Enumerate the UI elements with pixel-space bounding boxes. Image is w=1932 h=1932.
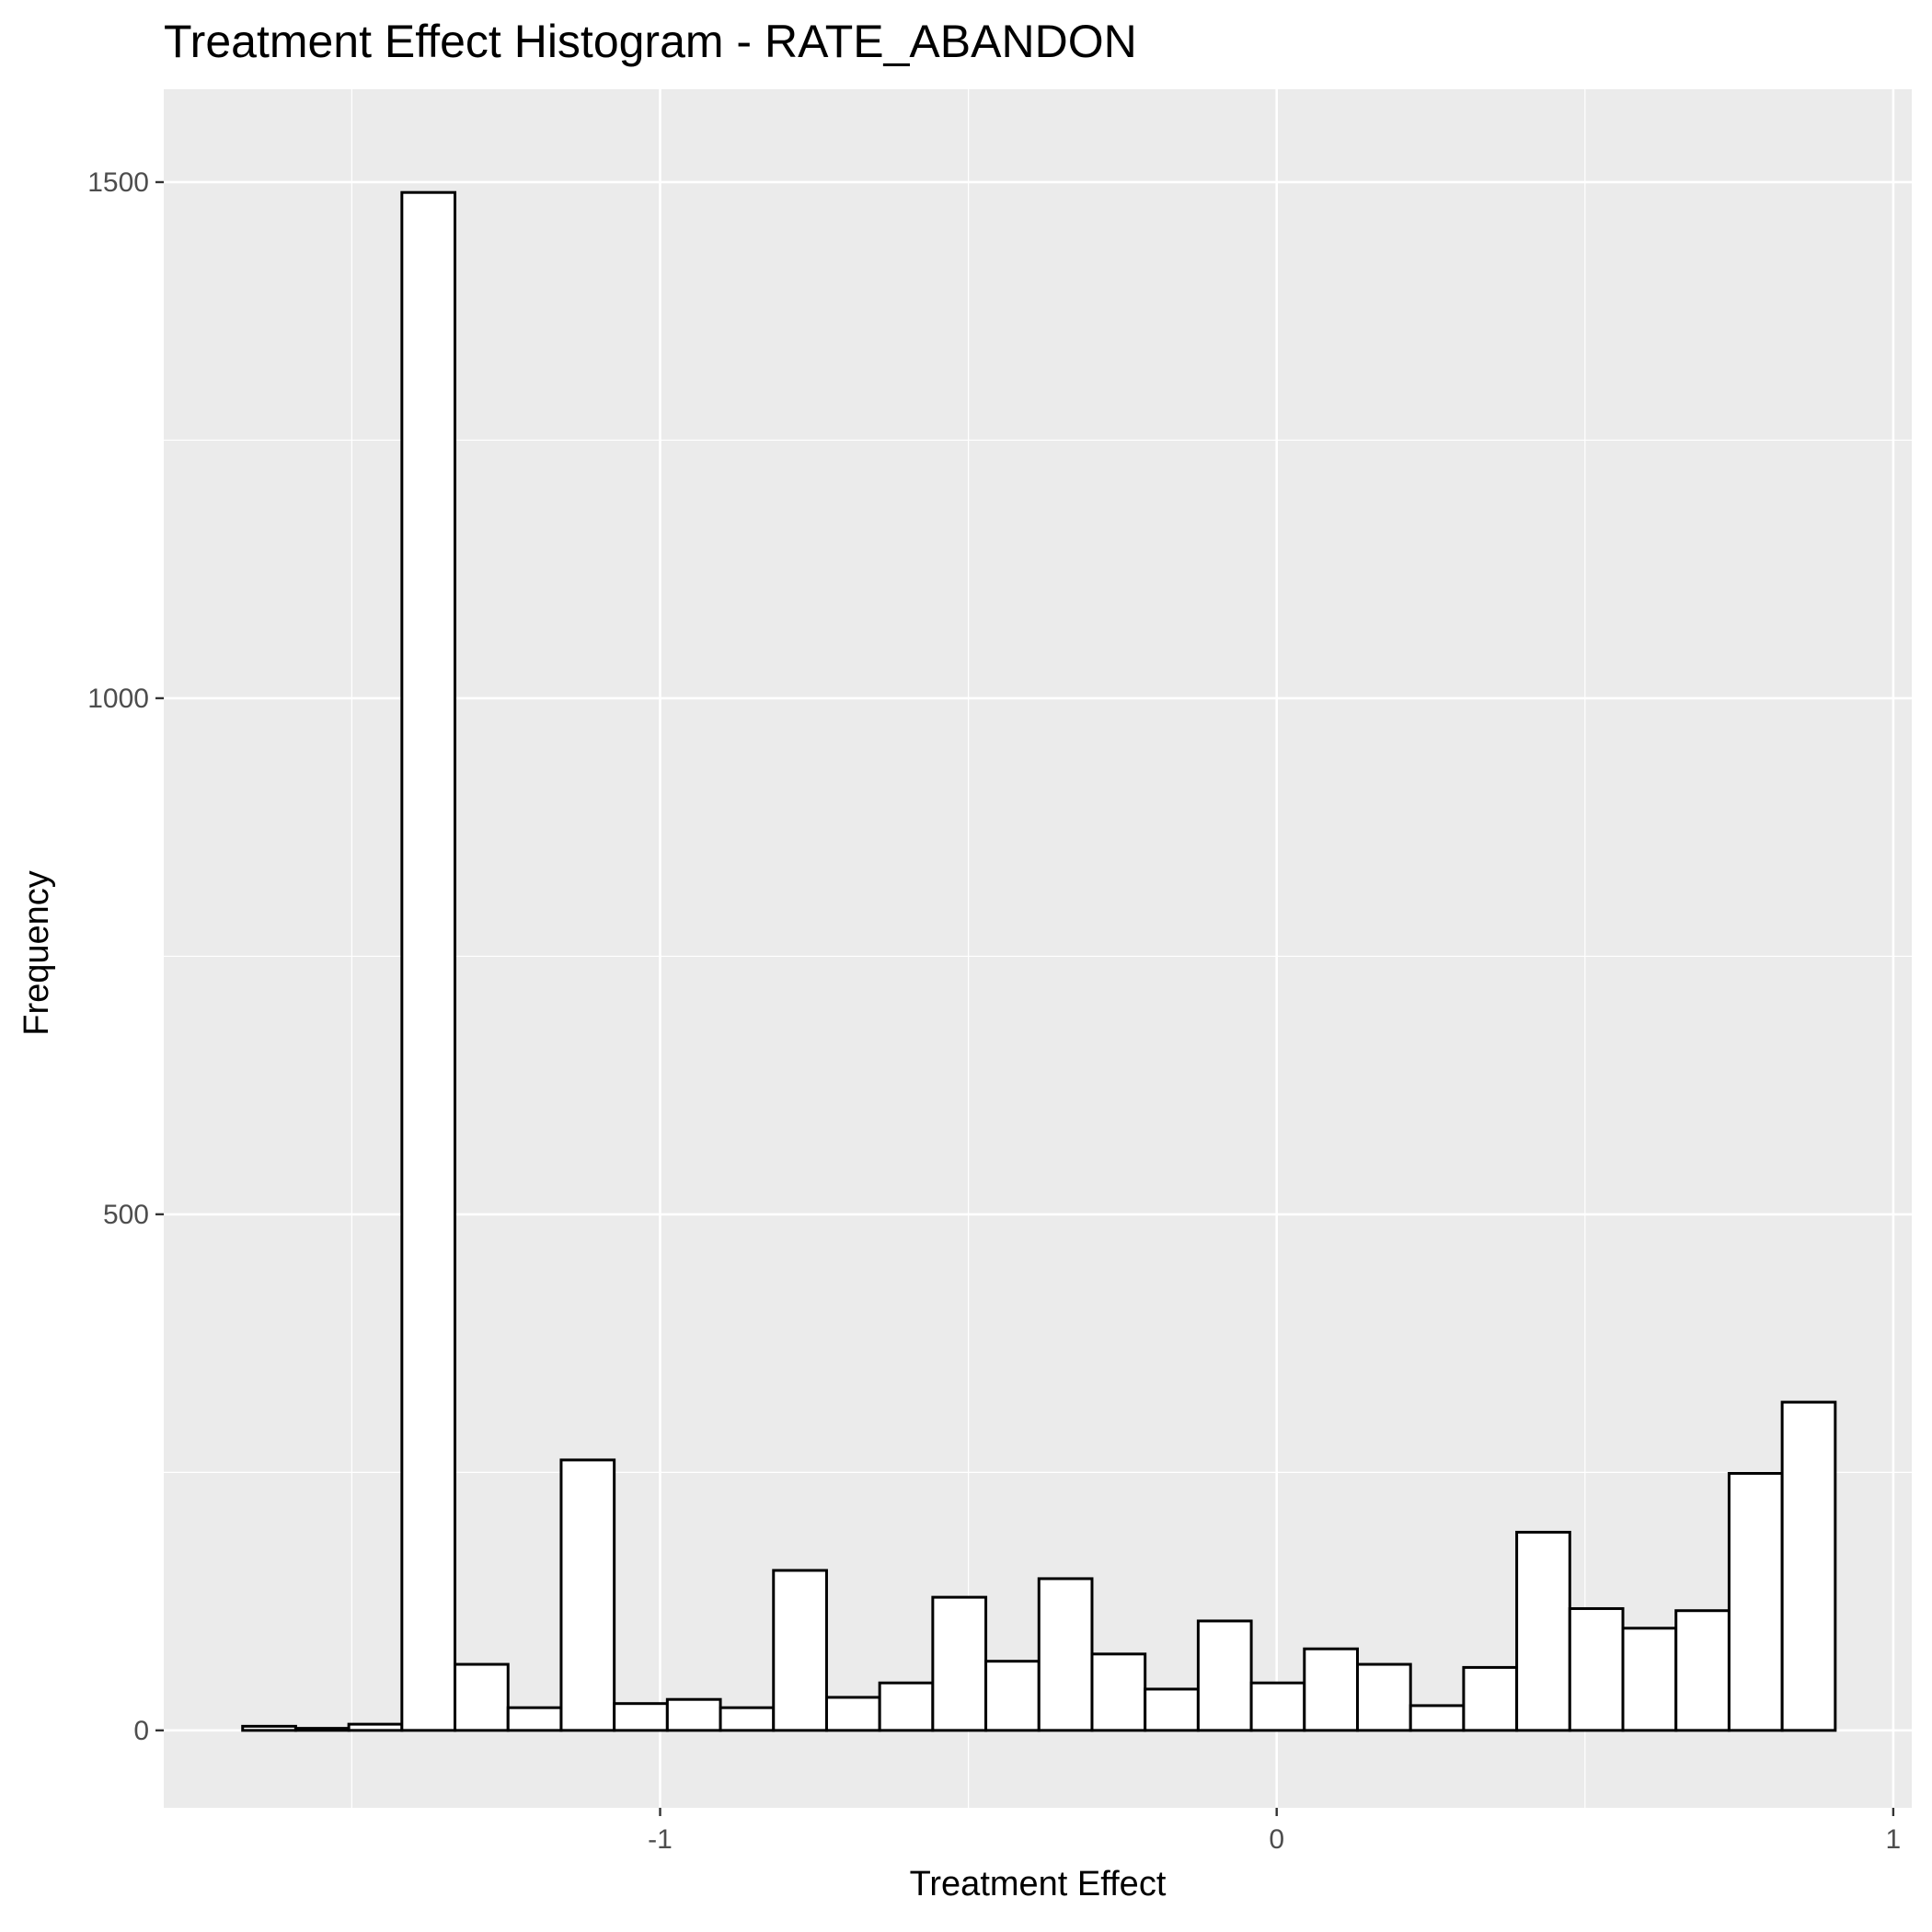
y-tick-label: 500 (103, 1200, 149, 1230)
histogram-bar (1621, 1627, 1678, 1732)
histogram-bar (878, 1681, 935, 1732)
histogram-bar (984, 1660, 1041, 1732)
y-tick-label: 0 (133, 1716, 149, 1746)
histogram-bar (559, 1458, 616, 1732)
histogram-bar (665, 1697, 722, 1732)
histogram-bar (1727, 1471, 1784, 1732)
histogram-bar (931, 1595, 988, 1732)
histogram-bar (454, 1662, 510, 1732)
histogram-bar (1409, 1704, 1466, 1732)
histogram-bar (1515, 1530, 1571, 1732)
histogram-bar (1355, 1662, 1412, 1732)
histogram-bar (772, 1569, 828, 1732)
y-tick-label: 1000 (87, 684, 149, 714)
histogram-bar (293, 1727, 351, 1732)
histogram-bar (1090, 1652, 1147, 1732)
y-axis: 0 500 1000 1500 (87, 167, 164, 1746)
histogram-bar (1249, 1681, 1306, 1732)
histogram-bar (506, 1706, 563, 1732)
histogram-bar (1674, 1609, 1731, 1732)
chart-title: Treatment Effect Histogram - RATE_ABANDO… (164, 16, 1137, 67)
histogram-bar (824, 1696, 881, 1732)
y-tick-label: 1500 (87, 167, 149, 198)
histogram-bar (1144, 1687, 1200, 1732)
histogram-bar (347, 1722, 404, 1732)
histogram-bar (241, 1724, 297, 1732)
histogram-bar (1303, 1647, 1359, 1732)
x-axis: -1 0 1 (648, 1808, 1901, 1855)
histogram-bar (1780, 1400, 1837, 1732)
histogram-bar (1568, 1606, 1625, 1732)
histogram-bar (1037, 1577, 1094, 1732)
x-tick-label: -1 (648, 1824, 673, 1855)
y-axis-title: Frequency (17, 870, 56, 1036)
histogram-bar (719, 1706, 776, 1732)
x-axis-title: Treatment Effect (910, 1865, 1167, 1903)
x-tick-label: 0 (1269, 1824, 1284, 1855)
histogram-bar (1196, 1619, 1253, 1732)
histogram-bar (400, 190, 457, 1732)
histogram-bar (1462, 1665, 1519, 1732)
histogram-bars (241, 190, 1837, 1732)
histogram-bar (613, 1702, 669, 1732)
x-tick-label: 1 (1886, 1824, 1902, 1855)
